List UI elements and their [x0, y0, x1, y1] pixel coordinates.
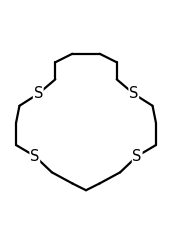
- Text: S: S: [30, 149, 40, 164]
- Text: S: S: [129, 86, 138, 101]
- Text: S: S: [34, 86, 43, 101]
- Text: S: S: [132, 149, 142, 164]
